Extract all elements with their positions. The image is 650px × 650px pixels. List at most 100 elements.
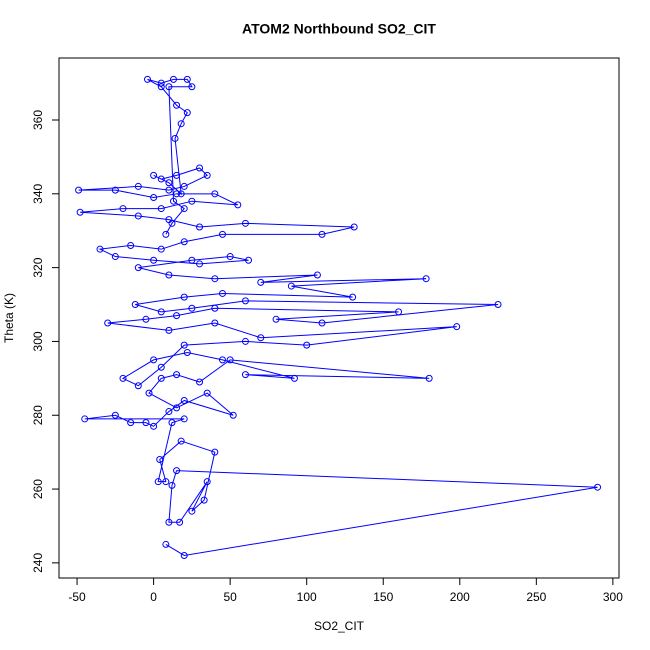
data-point <box>177 437 185 445</box>
data-point <box>211 304 219 312</box>
data-point <box>183 109 191 117</box>
y-tick-label: 260 <box>31 479 45 499</box>
x-tick-label: -50 <box>68 590 86 604</box>
data-point <box>157 308 165 316</box>
data-point <box>211 275 219 283</box>
data-point <box>165 408 173 416</box>
data-point <box>188 507 196 515</box>
data-point <box>180 182 188 190</box>
data-point <box>165 271 173 279</box>
data-point <box>170 197 178 205</box>
data-point <box>143 75 151 83</box>
y-tick-label: 360 <box>31 110 45 130</box>
data-point <box>111 253 119 261</box>
data-point <box>494 301 502 309</box>
data-point <box>203 389 211 397</box>
data-point <box>150 356 158 364</box>
data-point <box>157 374 165 382</box>
data-point <box>196 260 204 268</box>
data-point <box>203 478 211 486</box>
data-point <box>150 194 158 202</box>
data-point <box>196 378 204 386</box>
data-point <box>318 230 326 238</box>
data-point <box>453 323 461 331</box>
data-point <box>150 422 158 430</box>
data-point <box>422 275 430 283</box>
data-point <box>188 83 196 91</box>
data-point <box>211 190 219 198</box>
data-point <box>211 448 219 456</box>
data-point <box>165 83 173 91</box>
data-point <box>272 315 280 323</box>
x-axis-label: SO2_CIT <box>314 619 365 633</box>
data-point <box>183 349 191 357</box>
data-point <box>229 411 237 419</box>
data-point <box>119 374 127 382</box>
data-point <box>165 179 173 187</box>
data-point <box>134 382 142 390</box>
data-point <box>241 371 249 379</box>
data-point <box>157 363 165 371</box>
data-point <box>425 374 433 382</box>
data-point <box>150 171 158 179</box>
data-point <box>111 411 119 419</box>
data-point <box>188 256 196 264</box>
data-point <box>168 419 176 427</box>
data-point <box>180 205 188 213</box>
x-tick-label: 200 <box>450 590 470 604</box>
data-point <box>145 389 153 397</box>
data-point <box>76 208 84 216</box>
data-point <box>313 271 321 279</box>
data-point <box>594 483 602 491</box>
data-point <box>157 175 165 183</box>
data-point <box>142 315 150 323</box>
data-point <box>171 134 179 142</box>
data-point <box>134 182 142 190</box>
data-point <box>196 164 204 172</box>
data-point <box>134 264 142 272</box>
data-point <box>211 319 219 327</box>
data-point <box>157 205 165 213</box>
data-point <box>134 212 142 220</box>
data-point <box>177 120 185 128</box>
data-point <box>257 278 265 286</box>
data-point <box>183 75 191 83</box>
x-tick-label: 150 <box>373 590 393 604</box>
data-point <box>180 551 188 559</box>
data-point <box>176 518 184 526</box>
data-point <box>165 326 173 334</box>
data-point <box>241 297 249 305</box>
data-point <box>218 356 226 364</box>
data-point <box>81 415 89 423</box>
data-point <box>350 223 358 231</box>
data-point <box>173 371 181 379</box>
data-point <box>150 256 158 264</box>
data-point <box>127 241 135 249</box>
data-point <box>104 319 112 327</box>
data-point <box>173 467 181 475</box>
data-point <box>156 456 164 464</box>
data-point <box>241 337 249 345</box>
data-point <box>96 245 104 253</box>
y-tick-label: 340 <box>31 183 45 203</box>
x-tick-label: 50 <box>223 590 237 604</box>
y-tick-label: 300 <box>31 331 45 351</box>
data-point <box>162 478 170 486</box>
data-point <box>180 415 188 423</box>
data-point <box>111 186 119 194</box>
x-tick-label: 100 <box>297 590 317 604</box>
data-point <box>218 230 226 238</box>
chart-title: ATOM2 Northbound SO2_CIT <box>242 21 436 37</box>
x-tick-label: 0 <box>150 590 157 604</box>
data-point <box>173 404 181 412</box>
data-point <box>127 419 135 427</box>
data-point <box>218 289 226 297</box>
data-point <box>162 230 170 238</box>
data-point <box>75 186 83 194</box>
data-point <box>154 478 162 486</box>
data-point <box>170 75 178 83</box>
data-point <box>290 374 298 382</box>
data-point <box>349 293 357 301</box>
data-point <box>173 190 181 198</box>
